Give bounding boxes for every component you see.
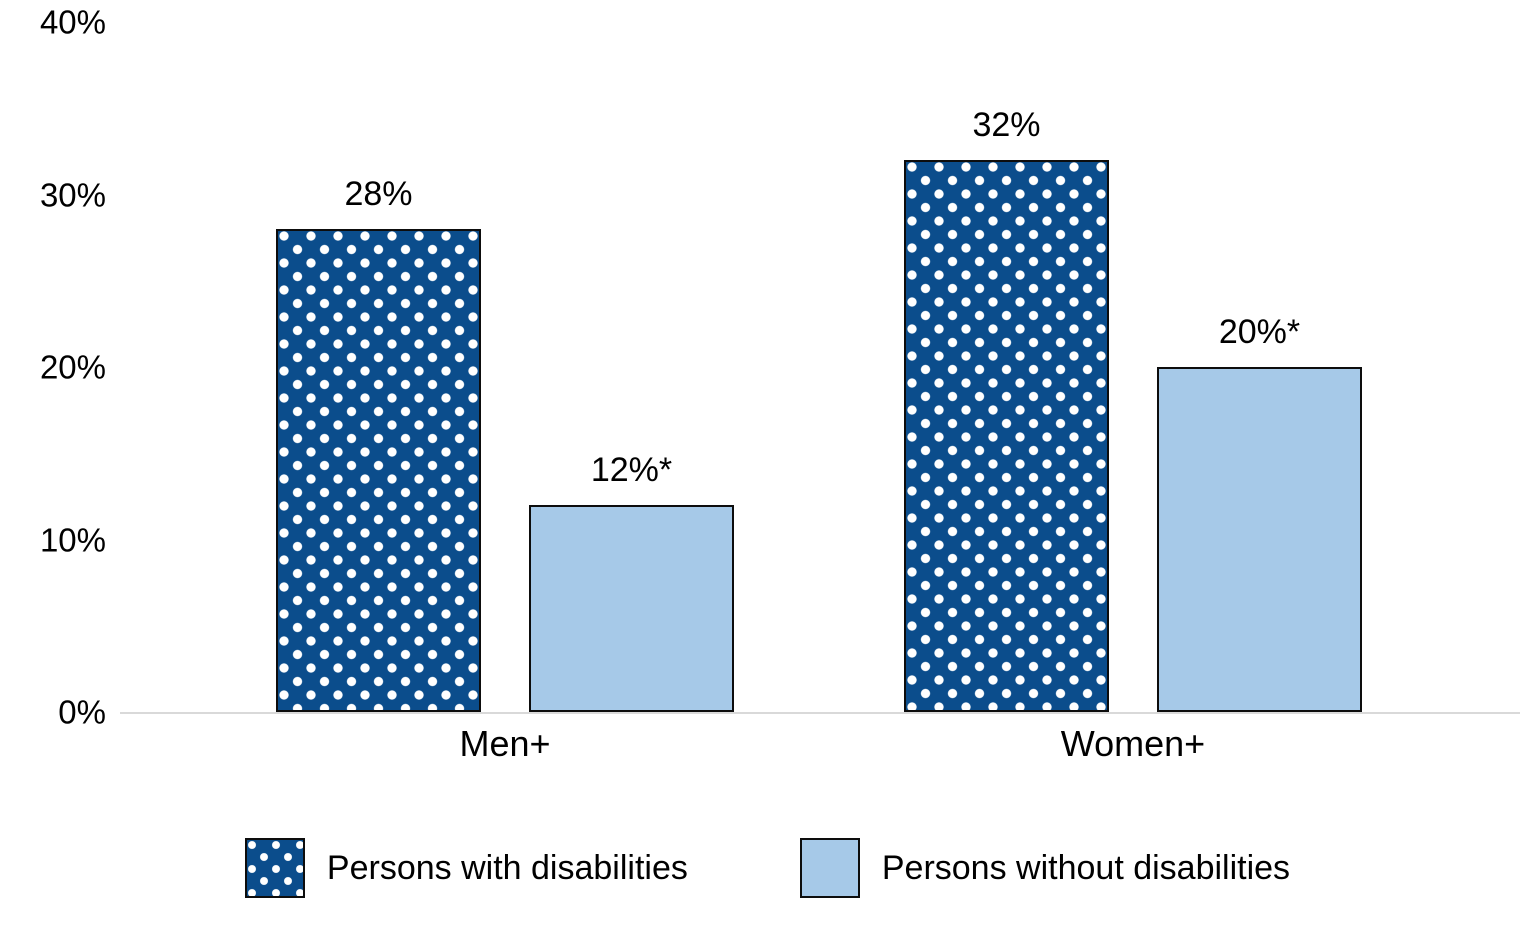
legend-item-with-disabilities: Persons with disabilities	[244, 838, 688, 898]
legend-item-without-disabilities: Persons without disabilities	[799, 838, 1291, 898]
x-axis-category-label: Men+	[459, 723, 551, 764]
y-tick-label: 40%	[39, 3, 106, 41]
y-tick-label: 10%	[39, 521, 106, 558]
y-tick-label: 0%	[58, 693, 106, 731]
y-tick-label: 30%	[39, 176, 106, 213]
bar-women-without-disabilities	[1157, 367, 1362, 712]
legend-label-without-disabilities: Persons without disabilities	[881, 849, 1291, 887]
bar-value-label: 20%*	[1218, 313, 1301, 351]
bar-value-label: 28%	[344, 175, 413, 213]
legend-label-with-disabilities: Persons with disabilities	[326, 849, 688, 887]
bar-value-label: 32%	[972, 106, 1041, 144]
x-axis-line	[120, 712, 1520, 714]
bar-men-with-disabilities	[276, 229, 481, 712]
bar-women-with-disabilities	[904, 160, 1109, 712]
x-axis-category-label: Women+	[1060, 723, 1206, 764]
bar-men-without-disabilities	[529, 505, 734, 712]
bar-value-label: 12%*	[590, 451, 673, 489]
legend-swatch-solid-icon	[799, 838, 860, 898]
legend-swatch-dotted-icon	[244, 838, 305, 898]
legend: Persons with disabilities Persons withou…	[0, 838, 1535, 898]
y-tick-label: 20%	[39, 348, 106, 386]
